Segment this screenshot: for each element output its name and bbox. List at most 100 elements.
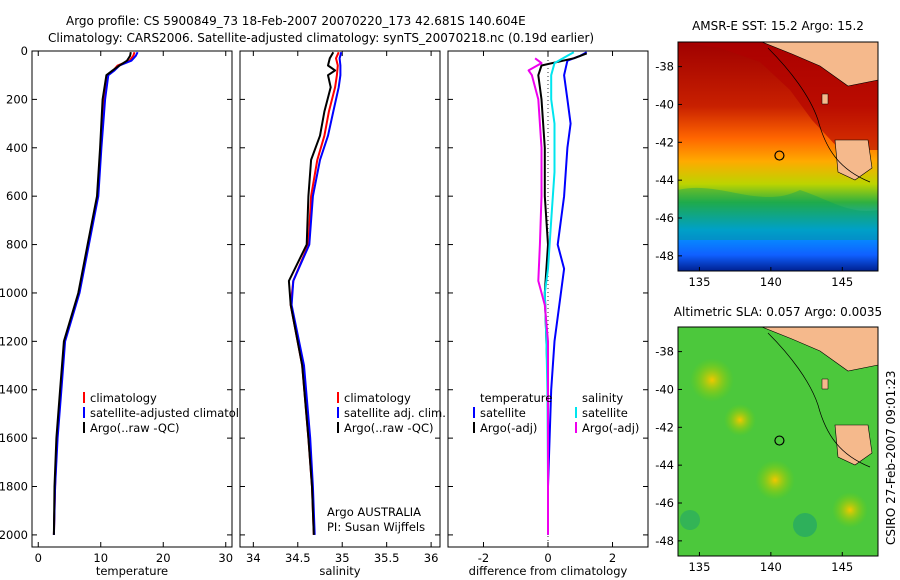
x-tick-label: 36 (424, 551, 439, 565)
series-line-satellite-adj-clim- (290, 51, 343, 535)
bathymetry-contour (767, 47, 871, 183)
sst-map-frame (677, 41, 879, 272)
map-y-tick-label: -38 (655, 345, 674, 359)
x-tick-label: 35.5 (374, 551, 400, 565)
map-y-tick-label: -46 (655, 496, 674, 510)
sla-map-panel: Altimetric SLA: 0.057 Argo: 0.0035 135 14… (655, 305, 882, 574)
y-tick-label: 1600 (0, 431, 28, 445)
legend-label-climatology: climatology (90, 391, 157, 405)
map-x-tick-label: 140 (760, 560, 782, 574)
series-line-salinity-argo-adj- (527, 57, 549, 535)
y-tick-label: 200 (6, 92, 28, 106)
map-x-tick-label: 145 (831, 560, 853, 574)
sst-map-image (678, 41, 879, 271)
temperature-ticks: 0 10 20 30 0 200 400 600 800 1000 1200 1400 1600 1800… (0, 44, 233, 565)
y-tick-label: 0 (21, 44, 28, 58)
x-tick-label: 0 (35, 551, 42, 565)
land-tasmania (834, 139, 873, 181)
temperature-axes-frame (31, 50, 233, 548)
annotation-pi: PI: Susan Wijffels (327, 520, 425, 534)
map-y-tick-label: -42 (655, 135, 674, 149)
map-y-tick-label: -38 (655, 60, 674, 74)
y-tick-label: 1200 (0, 334, 28, 348)
sla-map-title: Altimetric SLA: 0.057 Argo: 0.0035 (674, 305, 882, 319)
map-y-tick-label: -44 (655, 458, 674, 472)
temperature-xlabel: temperature (96, 564, 168, 578)
sst-map-ticks: 135 140 145 -38 -40 -42 -44 -46 -48 (655, 60, 853, 289)
map-x-tick-label: 135 (688, 275, 710, 289)
y-tick-label: 1400 (0, 383, 28, 397)
y-tick-label: 600 (6, 189, 28, 203)
series-line-argo-raw-qc- (52, 52, 132, 535)
map-y-tick-label: -48 (655, 249, 674, 263)
annotation-argo-australia: Argo AUSTRALIA (327, 505, 421, 519)
csiro-timestamp: CSIRO 27-Feb-2007 09:01:23 (884, 370, 898, 545)
map-x-tick-label: 140 (760, 275, 782, 289)
sla-map-ticks: 135 140 145 -38 -40 -42 -44 -46 -48 (655, 345, 853, 574)
map-x-tick-label: 145 (831, 275, 853, 289)
legend-label-argo: Argo(..raw -QC) (90, 421, 180, 435)
legend-label-temp-argo: Argo(-adj) (480, 421, 537, 435)
legend-label-climatology: climatology (344, 391, 411, 405)
temperature-lines (52, 51, 139, 535)
salinity-xlabel: salinity (319, 564, 360, 578)
legend-title-salinity: salinity (582, 391, 623, 405)
series-line-satellite-adjusted-climatology (52, 51, 139, 535)
salinity-ticks: 34 34.5 35 35.5 36 (240, 50, 440, 565)
x-tick-label: 20 (156, 551, 171, 565)
x-tick-label: 34 (246, 551, 261, 565)
map-y-tick-label: -48 (655, 534, 674, 548)
map-y-tick-label: -42 (655, 420, 674, 434)
sst-argo-float-marker (774, 150, 785, 161)
sst-map-panel: AMSR-E SST: 15.2 Argo: 15.2 135 140 145 -38… (655, 19, 879, 289)
figure-title-line2: Climatology: CARS2006. Satellite-adjuste… (48, 31, 594, 45)
difference-xlabel: difference from climatology (469, 564, 628, 578)
sla-map-frame (677, 326, 879, 557)
bathymetry-contour (767, 332, 871, 468)
land-king-island (821, 93, 829, 105)
land-king-island (821, 378, 829, 390)
series-line-argo-raw-qc- (287, 51, 337, 535)
map-y-tick-label: -40 (655, 97, 674, 111)
legend-label-argo: Argo(..raw -QC) (344, 421, 434, 435)
y-tick-label: 1800 (0, 480, 28, 494)
salinity-panel: 34 34.5 35 35.5 36 salinity climatology sate… (239, 50, 446, 578)
salinity-legend: climatology satellite adj. clim. Argo(..… (337, 391, 446, 435)
map-y-tick-label: -40 (655, 382, 674, 396)
legend-label-satellite-adj: satellite adj. clim. (344, 406, 446, 420)
x-tick-label: 35 (335, 551, 350, 565)
y-tick-label: 2000 (0, 528, 28, 542)
difference-panel: -2 0 2 difference from climatology tempera… (447, 50, 649, 578)
legend-label-sal-satellite: satellite (582, 406, 628, 420)
x-tick-label: 2 (609, 551, 616, 565)
x-tick-label: 10 (93, 551, 108, 565)
x-tick-label: -2 (478, 551, 489, 565)
x-tick-label: 34.5 (285, 551, 311, 565)
difference-lines (527, 51, 588, 535)
difference-ticks: -2 0 2 (448, 50, 648, 565)
series-line-temperature-satellite (547, 51, 588, 535)
map-x-tick-label: 135 (688, 560, 710, 574)
legend-label-temp-satellite: satellite (480, 406, 526, 420)
land-tasmania (834, 424, 873, 466)
x-tick-label: 30 (218, 551, 233, 565)
legend-label-satellite-adjusted: satellite-adjusted climatology (90, 406, 260, 420)
salinity-lines (287, 51, 343, 535)
sst-map-title: AMSR-E SST: 15.2 Argo: 15.2 (692, 19, 864, 33)
x-tick-label: 0 (544, 551, 551, 565)
legend-title-temperature: temperature (480, 391, 552, 405)
y-tick-label: 1000 (0, 286, 28, 300)
map-y-tick-label: -44 (655, 173, 674, 187)
temperature-legend: climatology satellite-adjusted climatolo… (83, 391, 260, 435)
temperature-panel: 0 10 20 30 0 200 400 600 800 1000 1200 1400 1600 1800… (0, 44, 260, 578)
y-tick-label: 800 (6, 238, 28, 252)
map-y-tick-label: -46 (655, 211, 674, 225)
figure-title-line1: Argo profile: CS 5900849_73 18-Feb-2007 … (66, 14, 526, 28)
y-tick-label: 400 (6, 141, 28, 155)
salinity-axes-frame (239, 50, 441, 548)
sla-map-image (678, 326, 879, 556)
legend-label-sal-argo: Argo(-adj) (582, 421, 639, 435)
difference-legend: temperature salinity satellite Argo(-adj… (473, 391, 639, 435)
sla-argo-float-marker (774, 435, 785, 446)
